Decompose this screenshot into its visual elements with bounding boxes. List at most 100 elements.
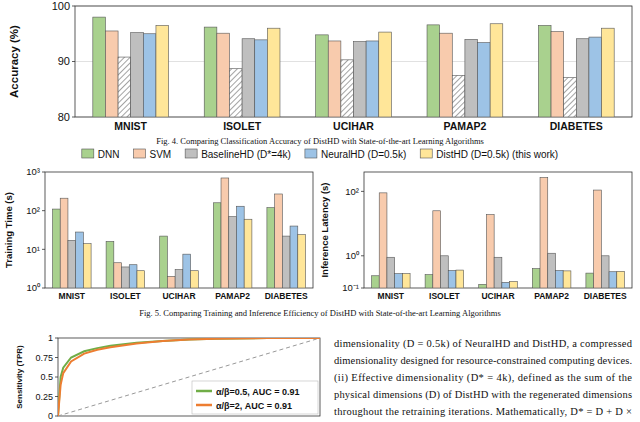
bar: [129, 265, 137, 288]
bar: [68, 240, 76, 288]
tick-label: 0.5: [40, 372, 53, 382]
bar: [486, 215, 494, 288]
bar: [427, 25, 440, 117]
plot-frame: [364, 172, 632, 288]
bar: [229, 217, 237, 288]
plot-frame: [75, 6, 632, 117]
tick-label: 100: [52, 0, 70, 12]
bar: [586, 273, 594, 288]
bar: [402, 274, 410, 288]
tick-label: 10⁻¹: [342, 282, 359, 293]
bar: [175, 270, 183, 288]
legend-swatch: [185, 149, 197, 158]
bar: [354, 42, 367, 117]
bar: [298, 235, 306, 288]
bar: [255, 40, 268, 117]
bar: [379, 193, 387, 288]
bar: [478, 43, 491, 117]
bar: [156, 25, 169, 117]
legend-label: NeuralHD (D=0.5k): [321, 149, 406, 160]
bars: [372, 177, 625, 288]
bar: [167, 276, 175, 288]
bar: [456, 270, 464, 288]
tick-mark: [55, 357, 58, 358]
legend-label: α/β=2, AUC = 0.91: [216, 401, 292, 411]
bar: [490, 24, 503, 117]
category-label: UCIHAR: [162, 291, 195, 301]
legend-label: BaselineHD (D*=4k): [201, 149, 291, 160]
bar: [379, 32, 392, 117]
legend-label: DNN: [98, 149, 120, 160]
bar: [204, 27, 217, 117]
bar: [594, 190, 602, 288]
paragraph-line: dimensionality designed for resource-con…: [334, 355, 632, 366]
bar: [555, 270, 563, 288]
bar: [425, 275, 433, 288]
bar: [160, 236, 168, 288]
plot-frame: [45, 172, 313, 288]
category-label: PAMAP2: [443, 120, 486, 132]
bar: [510, 281, 518, 288]
tick-label: 10²: [345, 186, 359, 197]
axis-title: Training Time (s): [3, 192, 14, 268]
bar: [452, 75, 465, 117]
category-label: UCIHAR: [333, 120, 374, 132]
bar: [540, 177, 548, 288]
legend: DNNSVMBaselineHD (D*=4k)NeuralHD (D=0.5k…: [82, 149, 558, 160]
bar: [532, 269, 540, 288]
bar: [387, 257, 395, 288]
category-label: PAMAP2: [534, 291, 569, 301]
bar: [236, 206, 244, 288]
tick-label: 0.25: [35, 392, 53, 402]
bar: [494, 257, 502, 288]
bar: [551, 32, 564, 117]
axis-title: Accuracy (%): [8, 25, 20, 98]
bar: [217, 33, 230, 117]
bar: [242, 39, 255, 117]
category-label: DIABETES: [584, 291, 627, 301]
bar: [282, 236, 290, 288]
caption: Fig. 5. Comparing Training and Inference…: [139, 308, 501, 318]
category-label: MNIST: [59, 291, 86, 301]
bar: [93, 17, 106, 117]
bar: [143, 34, 156, 117]
tick-mark: [42, 172, 45, 173]
tick-label: 0.75: [35, 353, 53, 363]
bar: [563, 271, 571, 288]
bar: [602, 28, 615, 117]
bar: [440, 33, 453, 117]
bar: [267, 28, 280, 117]
bar: [244, 219, 252, 288]
tick-label: 90: [58, 55, 70, 67]
tick-mark: [55, 396, 58, 397]
bar: [290, 226, 298, 288]
tick-mark: [361, 255, 364, 256]
tick-label: 10⁰: [26, 282, 41, 293]
bar: [433, 211, 441, 288]
category-label: ISOLET: [223, 120, 262, 132]
bar: [122, 267, 130, 288]
bar: [229, 69, 242, 117]
roc-curve: [58, 338, 320, 416]
legend-swatch: [196, 390, 212, 393]
bar: [395, 274, 403, 288]
tick-label: 0: [48, 411, 53, 421]
tick-label: 80: [58, 111, 70, 123]
tick-mark: [42, 210, 45, 211]
axis-title: Sensitivity (TPR): [15, 345, 24, 409]
tick-mark: [55, 416, 58, 417]
legend-label: α/β=0.5, AUC = 0.91: [216, 387, 300, 397]
bar: [441, 256, 449, 288]
bar: [131, 33, 144, 117]
category-label: ISOLET: [429, 291, 461, 301]
tick-label: 10¹: [26, 244, 40, 255]
bar: [114, 263, 122, 288]
bar: [366, 41, 379, 117]
category-label: DIABETES: [265, 291, 308, 301]
category-label: DIABETES: [550, 120, 603, 132]
tick-mark: [55, 377, 58, 378]
bar: [601, 256, 609, 288]
bar: [137, 271, 145, 288]
category-label: PAMAP2: [215, 291, 250, 301]
chance-line: [58, 338, 320, 416]
